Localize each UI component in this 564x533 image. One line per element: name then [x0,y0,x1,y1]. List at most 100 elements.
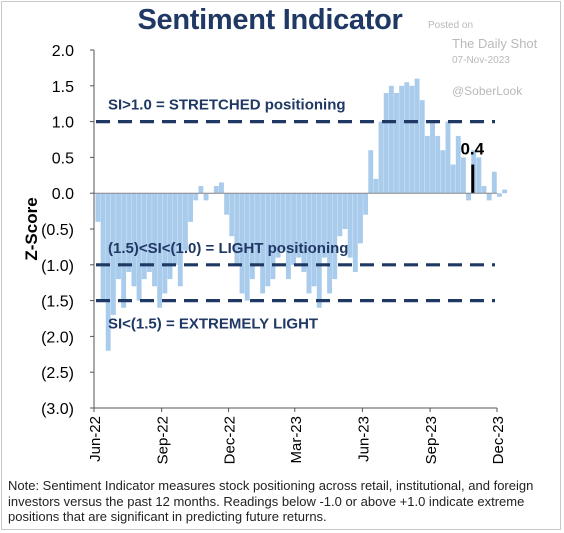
data-bar [141,193,147,280]
data-bar [383,92,389,194]
data-bar [378,121,384,194]
data-bar [234,193,240,265]
y-tick-label: (0.5) [41,222,74,239]
x-tick-label: Mar-23 [288,416,305,464]
x-tick-label: Dec-22 [222,416,239,464]
data-bar [358,193,363,244]
data-bar [430,121,435,194]
watermark-source: The Daily Shot [452,36,538,51]
data-bar [414,78,420,194]
data-bar [404,82,410,194]
data-bar [352,193,358,272]
latest-value-label: 0.4 [460,140,484,159]
y-tick-label: 0.5 [52,150,74,167]
data-bar [306,193,312,294]
data-bar [116,193,121,280]
data-bar [337,193,343,237]
data-bar [394,92,399,194]
y-tick-label: 1.5 [52,79,74,96]
data-bar [167,193,173,280]
watermark-posted-on: Posted on [428,20,474,31]
data-bar [419,100,425,194]
data-bar [172,193,178,265]
data-bar [368,150,374,194]
data-bar [152,193,157,287]
chart-title: Sentiment Indicator [137,4,403,36]
y-tick-label: (3.0) [41,401,74,418]
data-bar [327,193,333,294]
data-bar [121,193,127,308]
data-bar [440,150,446,194]
data-bar [126,193,132,272]
data-bar [280,193,286,251]
data-bar [316,193,322,308]
reference-line-label: (1.5)<SI<(1.0) = LIGHT positioning [108,240,348,257]
data-bar [424,135,430,194]
y-tick-label: (1.5) [41,294,74,311]
data-bar [466,193,472,201]
x-tick-label: Dec-23 [490,416,507,464]
data-bar [373,178,379,194]
data-bar [435,135,441,194]
data-bar [193,193,199,201]
data-bar [296,193,302,258]
data-bar [255,193,260,265]
y-tick-label: 0.0 [52,186,74,203]
data-bar [224,193,230,215]
data-bar [450,164,456,194]
data-bar [198,186,204,194]
y-tick-label: 2.0 [52,43,74,60]
data-bar [445,121,451,194]
data-bar [321,193,327,258]
data-bar [342,193,348,229]
x-tick-label: Jun-22 [87,416,104,462]
y-axis-label: Z-Score [22,197,41,260]
data-bar [177,193,183,287]
reference-line-label: SI>1.0 = STRETCHED positioning [108,97,346,114]
reference-line-label: SI<(1.5) = EXTREMELY LIGHT [108,316,318,333]
data-bar [275,193,281,258]
data-bar [110,193,116,315]
data-bar [486,193,492,201]
data-bar [270,193,276,280]
data-bar [260,193,266,294]
data-bar [131,193,137,287]
data-bar [95,193,101,222]
footnote: Note: Sentiment Indicator measures stock… [8,478,534,524]
y-tick-label: (2.5) [41,365,74,382]
data-bar [388,85,394,194]
data-bar [182,193,188,251]
data-bar [491,171,497,194]
sentiment-chart: Z-Score 0.4 SI>1.0 = STRETCHED positioning… [22,43,508,464]
watermark-date: 07-Nov-2023 [452,55,510,66]
latest-bar [471,164,475,194]
data-bar [249,193,255,280]
y-tick-label: (2.0) [41,329,74,346]
data-bar [105,193,111,351]
data-bar [311,193,317,287]
x-tick-label: Sep-23 [423,416,440,464]
plot-area: Z-Score 0.4 SI>1.0 = STRETCHED positioning… [22,43,508,464]
data-bar [244,193,250,301]
data-bar [203,193,209,201]
data-bar [285,193,291,280]
data-bar [239,193,245,294]
data-bar [265,193,271,287]
data-bar [301,193,307,272]
x-tick-label: Jun-23 [355,416,372,462]
data-bar [219,182,224,194]
data-bar [157,193,163,308]
watermark-handle: @SoberLook [452,84,523,98]
data-bar [363,193,369,215]
data-bar [399,85,405,194]
data-bar [409,85,415,194]
y-tick-label: 1.0 [52,115,74,132]
data-bar [100,193,106,301]
data-bar [188,193,194,222]
data-bar [213,186,219,194]
data-bar [502,189,508,194]
data-bar [476,157,482,194]
data-bar [481,186,487,194]
y-tick-label: (1.0) [41,258,74,275]
